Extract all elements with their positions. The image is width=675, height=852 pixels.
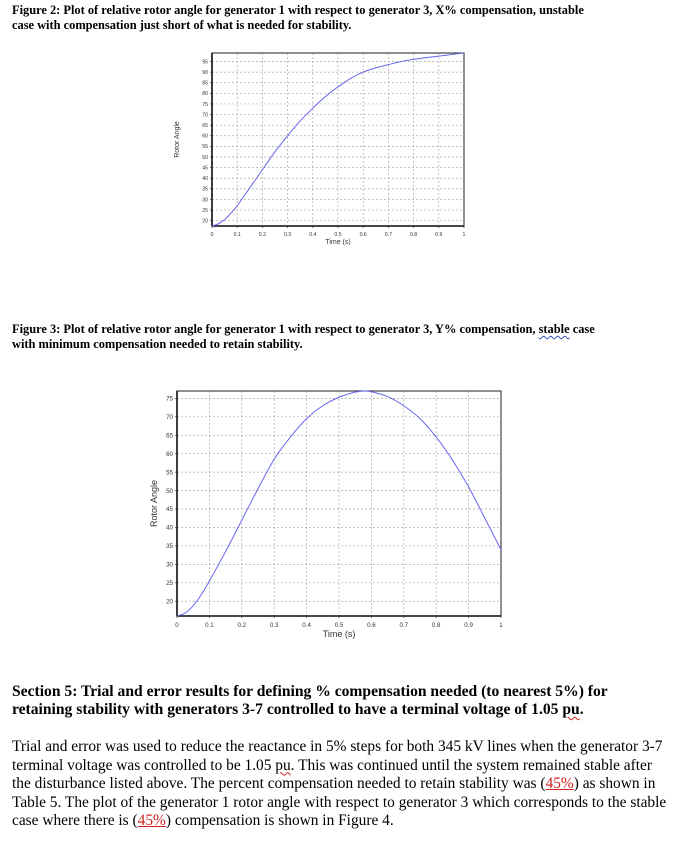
svg-text:0.1: 0.1 — [234, 232, 241, 238]
svg-text:0.7: 0.7 — [399, 622, 408, 629]
section-heading-line-2: retaining stability with generators 3-7 … — [12, 701, 667, 719]
svg-text:55: 55 — [202, 144, 208, 150]
svg-text:0.2: 0.2 — [259, 232, 266, 238]
caption-text: case — [569, 322, 595, 336]
svg-text:1: 1 — [499, 622, 503, 629]
svg-text:20: 20 — [166, 598, 173, 605]
svg-text:90: 90 — [202, 70, 208, 76]
svg-text:30: 30 — [202, 197, 208, 203]
svg-text:0.4: 0.4 — [309, 232, 316, 238]
svg-text:0.8: 0.8 — [410, 232, 417, 238]
svg-text:50: 50 — [166, 488, 173, 495]
svg-text:40: 40 — [202, 176, 208, 182]
svg-text:0.6: 0.6 — [360, 232, 367, 238]
svg-text:60: 60 — [202, 134, 208, 140]
svg-text:0.9: 0.9 — [464, 622, 473, 629]
section-5-paragraph: Trial and error was used to reduce the r… — [12, 738, 667, 831]
svg-text:0.8: 0.8 — [432, 622, 441, 629]
y-axis-label: Rotor Angle — [149, 480, 159, 527]
compensation-value-1: 45% — [545, 775, 574, 793]
figure-2-caption: Figure 2: Plot of relative rotor angle f… — [12, 3, 662, 33]
svg-text:0.3: 0.3 — [284, 232, 291, 238]
svg-text:75: 75 — [202, 102, 208, 108]
svg-text:55: 55 — [166, 469, 173, 476]
figure-3-caption: Figure 3: Plot of relative rotor angle f… — [12, 322, 662, 352]
y-axis-ticks: 20 25 30 35 40 45 50 55 60 65 70 75 — [166, 396, 177, 605]
svg-text:95: 95 — [202, 59, 208, 65]
svg-text:80: 80 — [202, 91, 208, 97]
svg-text:45: 45 — [202, 165, 208, 171]
svg-text:0: 0 — [211, 232, 214, 238]
paragraph-text: ) as shown in Table 5. The plot of the g… — [12, 775, 667, 830]
figure-3-caption-line-1: Figure 3: Plot of relative rotor angle f… — [12, 322, 662, 337]
svg-text:35: 35 — [166, 543, 173, 550]
x-axis-label: Time (s) — [323, 629, 356, 639]
svg-text:0.5: 0.5 — [335, 622, 344, 629]
paragraph-text: Trial and error was used to reduce the r… — [12, 738, 663, 774]
caption-text: Figure 3: Plot of relative rotor angle f… — [12, 322, 539, 336]
heading-text: retaining stability with generators 3-7 … — [12, 701, 563, 718]
svg-text:65: 65 — [166, 432, 173, 439]
y-axis-ticks: 20 25 30 35 40 45 50 55 60 65 70 75 80 85 90 95 — [202, 59, 212, 225]
figure-2-caption-line-2: case with compensation just short of wha… — [12, 18, 352, 32]
svg-text:0.6: 0.6 — [367, 622, 376, 629]
svg-text:0.9: 0.9 — [435, 232, 442, 238]
svg-text:75: 75 — [166, 396, 173, 403]
svg-text:0.1: 0.1 — [205, 622, 214, 629]
x-axis-ticks: 0 0.1 0.2 0.3 0.4 0.5 0.6 0.7 0.8 0.9 1 — [175, 616, 503, 629]
x-axis-ticks: 0 0.1 0.2 0.3 0.4 0.5 0.6 0.7 0.8 0.9 1 — [211, 226, 466, 238]
compensation-value-2: 45% — [137, 812, 166, 830]
spellcheck-flagged-word[interactable]: pu — [562, 701, 580, 718]
svg-text:70: 70 — [166, 414, 173, 421]
svg-text:85: 85 — [202, 81, 208, 87]
grid-lines — [212, 53, 464, 226]
svg-text:25: 25 — [166, 580, 173, 587]
svg-text:65: 65 — [202, 123, 208, 129]
paragraph-text: ) compensation is shown in Figure 4. — [165, 812, 394, 830]
svg-text:25: 25 — [202, 208, 208, 214]
svg-text:70: 70 — [202, 112, 208, 118]
svg-text:20: 20 — [202, 219, 208, 225]
svg-text:40: 40 — [166, 525, 173, 532]
svg-text:0: 0 — [175, 622, 179, 629]
svg-text:50: 50 — [202, 155, 208, 161]
heading-text: . — [579, 701, 584, 718]
figure-2-caption-line-1: Figure 2: Plot of relative rotor angle f… — [12, 3, 584, 17]
section-heading-line-1: Section 5: Trial and error results for d… — [12, 683, 608, 700]
svg-text:45: 45 — [166, 506, 173, 513]
rotor-angle-curve — [176, 390, 502, 617]
rotor-angle-curve — [211, 52, 465, 227]
spellcheck-flagged-word[interactable]: stable — [538, 322, 570, 336]
svg-text:0.2: 0.2 — [237, 622, 246, 629]
svg-text:60: 60 — [166, 451, 173, 458]
spellcheck-flagged-word[interactable]: pu — [275, 756, 291, 774]
paragraph-text: . This was continued until the system re… — [12, 756, 652, 793]
x-axis-label: Time (s) — [325, 239, 350, 246]
svg-text:30: 30 — [166, 562, 173, 569]
grid-lines — [177, 391, 501, 616]
y-axis-label: Rotor Angle — [174, 121, 181, 158]
section-5-heading: Section 5: Trial and error results for d… — [12, 683, 667, 719]
svg-text:35: 35 — [202, 187, 208, 193]
svg-text:0.5: 0.5 — [334, 232, 341, 238]
figure-3-caption-line-2: with minimum compensation needed to reta… — [12, 337, 303, 351]
svg-text:1: 1 — [463, 232, 466, 238]
svg-text:0.7: 0.7 — [385, 232, 392, 238]
svg-text:0.3: 0.3 — [270, 622, 279, 629]
svg-text:0.4: 0.4 — [302, 622, 311, 629]
